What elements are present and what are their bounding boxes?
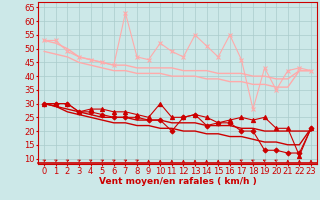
X-axis label: Vent moyen/en rafales ( km/h ): Vent moyen/en rafales ( km/h ) xyxy=(99,177,256,186)
